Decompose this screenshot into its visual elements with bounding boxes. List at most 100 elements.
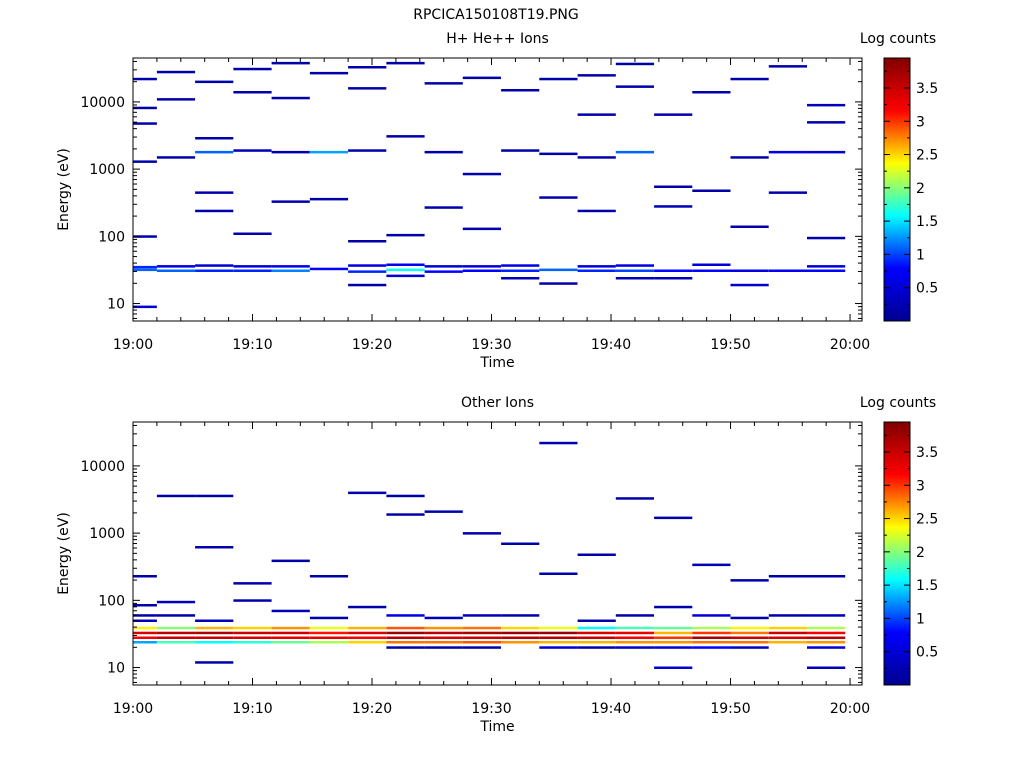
heatmap-cell	[615, 269, 654, 272]
colorbar-tick-label: 2	[916, 545, 925, 561]
heatmap-cell	[462, 626, 501, 630]
heatmap-cell	[133, 631, 157, 635]
heatmap-cell	[348, 283, 387, 287]
heatmap-cell	[133, 77, 157, 81]
heatmap-cell	[133, 641, 157, 644]
heatmap-cell	[156, 98, 196, 101]
heatmap-cell	[615, 636, 654, 639]
heatmap-cell	[730, 579, 769, 582]
heatmap-cell	[195, 619, 234, 622]
heatmap-cell	[386, 61, 425, 65]
heatmap-cell	[501, 89, 540, 92]
heatmap-cell	[807, 666, 846, 669]
x-axis-label: Time	[479, 355, 514, 371]
heatmap-cell	[386, 135, 425, 138]
heatmap-cell	[654, 641, 693, 644]
heatmap-cell	[615, 62, 654, 66]
heatmap-cell	[271, 626, 310, 630]
heatmap-cell	[424, 641, 463, 644]
plot-area	[133, 58, 862, 321]
x-axis-label: Time	[479, 719, 514, 735]
heatmap-cell	[462, 265, 501, 268]
heatmap-cell	[539, 152, 578, 156]
heatmap-cell	[133, 619, 157, 622]
heatmap-cell	[654, 605, 693, 609]
heatmap-cell	[462, 227, 501, 231]
y-tick-label: 10	[107, 661, 125, 677]
heatmap-cell	[156, 494, 196, 498]
heatmap-cell	[692, 91, 731, 94]
heatmap-cell	[309, 71, 349, 75]
heatmap-cell	[768, 636, 807, 639]
x-tick-label: 20:00	[830, 337, 870, 353]
heatmap-cell	[133, 305, 157, 309]
heatmap-cell	[156, 70, 196, 74]
heatmap-cell	[807, 614, 846, 617]
x-tick-label: 19:00	[113, 337, 153, 353]
colorbar-tick-label: 2.5	[916, 512, 938, 528]
heatmap-cell	[539, 282, 578, 285]
heatmap-cell	[386, 614, 425, 617]
heatmap-cell	[386, 513, 425, 516]
heatmap-cell	[807, 103, 846, 107]
heatmap-cell	[271, 96, 310, 100]
heatmap-cell	[654, 113, 693, 116]
heatmap-cell	[654, 626, 693, 630]
colorbar-tick-label: 3.5	[916, 81, 938, 97]
heatmap-cell	[271, 641, 310, 644]
heatmap-cell	[692, 614, 731, 617]
heatmap-cell	[615, 150, 654, 154]
heatmap-cell	[133, 614, 157, 617]
heatmap-cell	[348, 264, 387, 267]
heatmap-cell	[654, 205, 693, 208]
heatmap-cell	[768, 269, 807, 272]
heatmap-cell	[730, 156, 769, 159]
heatmap-cell	[615, 626, 654, 630]
heatmap-cell	[133, 235, 157, 238]
heatmap-cell	[348, 87, 387, 90]
x-axis: 19:00 19:10 19:20 19:30 19:40 19:50 20:00	[113, 58, 870, 353]
heatmap-cell	[424, 206, 463, 209]
heatmap-cell	[539, 77, 578, 81]
heatmap-cells	[133, 61, 846, 309]
heatmap-cell	[233, 91, 272, 94]
heatmap-cell	[195, 209, 234, 213]
colorbar-tick-label: 0.5	[916, 645, 938, 661]
colorbar: 0.5 1 1.5 2 2.5 3 3.5 Log counts	[860, 31, 938, 322]
heatmap-cell	[195, 636, 234, 639]
heatmap-cell	[195, 661, 234, 664]
colorbar-tick-label: 3.5	[916, 445, 938, 461]
heatmap-cell	[309, 616, 349, 620]
heatmap-cell	[807, 236, 846, 240]
heatmap-cell	[768, 626, 807, 630]
heatmap-cell	[156, 636, 196, 639]
heatmap-cell	[730, 77, 769, 81]
heatmap-cell	[807, 575, 846, 578]
heatmap-cell	[386, 641, 425, 644]
heatmap-cell	[730, 269, 769, 272]
heatmap-cell	[577, 74, 616, 77]
heatmap-cell	[386, 233, 425, 237]
heatmap-cell	[768, 191, 807, 194]
heatmap-cell	[615, 497, 654, 500]
heatmap-cell	[501, 626, 540, 630]
heatmap-cell	[768, 641, 807, 644]
heatmap-cell	[309, 626, 349, 630]
heatmap-cell	[577, 209, 616, 213]
y-tick-label: 1000	[89, 526, 125, 542]
heatmap-cell	[386, 626, 425, 630]
heatmap-cell	[424, 626, 463, 630]
heatmap-cell	[654, 631, 693, 635]
x-tick-label: 19:40	[591, 701, 631, 717]
colorbar-gradient	[883, 57, 911, 322]
heatmap-cell	[807, 121, 846, 124]
heatmap-cell	[807, 269, 846, 272]
heatmap-cell	[577, 646, 616, 649]
heatmap-cell	[462, 636, 501, 639]
heatmap-cell	[386, 646, 425, 649]
heatmap-cell	[807, 150, 846, 154]
heatmap-cell	[501, 614, 540, 617]
heatmap-cell	[309, 641, 349, 644]
heatmap-cell	[156, 626, 196, 630]
y-axis-label: Energy (eV)	[56, 148, 72, 231]
